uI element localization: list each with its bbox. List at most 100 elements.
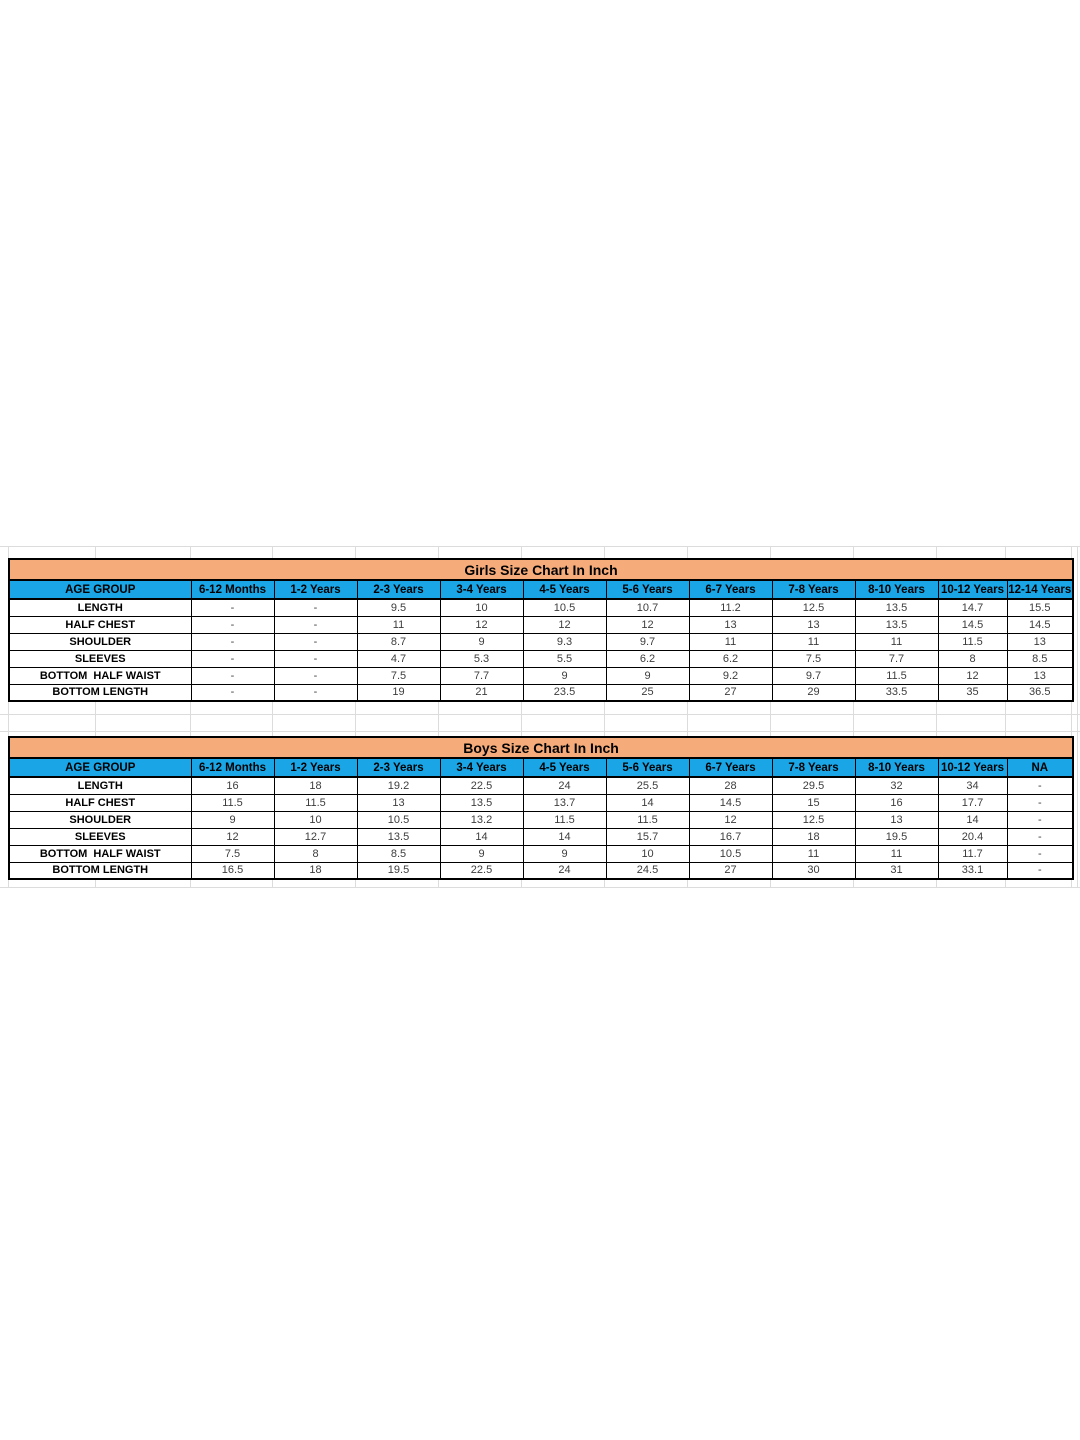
data-cell: 18 xyxy=(273,776,358,795)
data-cell: 13.2 xyxy=(439,810,524,829)
header-cell: 7-8 Years xyxy=(772,758,856,778)
data-cell: 11.5 xyxy=(854,666,939,685)
data-cell: 10 xyxy=(273,810,358,829)
table-header-row: AGE GROUP 6-12 Months 1-2 Years 2-3 Years 3-… xyxy=(9,758,1074,778)
gridline-vertical xyxy=(1005,546,1006,888)
header-cell: 6-7 Years xyxy=(689,758,773,778)
gridline-vertical xyxy=(770,546,771,888)
table-row: BOTTOM HALF WAIST 7.5 8 8.5 9 9 10 10.5 11 11 11.7… xyxy=(8,844,1074,863)
data-cell: - xyxy=(190,632,275,651)
data-cell: 5.3 xyxy=(439,649,524,668)
data-cell: 13 xyxy=(688,615,773,634)
header-cell: 2-3 Years xyxy=(357,580,441,600)
data-cell: 14 xyxy=(605,793,690,812)
data-cell: 8 xyxy=(937,649,1008,668)
data-cell: 29.5 xyxy=(771,776,856,795)
data-cell: 16.7 xyxy=(688,827,773,846)
data-cell: 5.5 xyxy=(522,649,607,668)
data-cell: - xyxy=(1006,827,1074,846)
data-cell: 14 xyxy=(439,827,524,846)
table-row: SHOULDER 9 10 10.5 13.2 11.5 11.5 12 12.5 13 14- xyxy=(8,810,1074,829)
data-cell: 12 xyxy=(688,810,773,829)
row-label: HALF CHEST xyxy=(8,615,192,634)
data-cell: 15.5 xyxy=(1006,598,1074,617)
table-row: BOTTOM LENGTH 16.5 18 19.5 22.5 24 24.5 27 30 31 3… xyxy=(8,861,1074,879)
size-chart-table: Boys Size Chart In Inch AGE GROUP 6-12 Mon… xyxy=(8,736,1075,880)
data-cell: 13 xyxy=(1006,666,1074,685)
data-cell: 35 xyxy=(937,683,1008,701)
data-cell: 7.5 xyxy=(356,666,441,685)
data-cell: 12.7 xyxy=(273,827,358,846)
data-cell: 9.2 xyxy=(688,666,773,685)
data-cell: 13.5 xyxy=(854,598,939,617)
data-cell: 7.5 xyxy=(771,649,856,668)
header-cell: 2-3 Years xyxy=(357,758,441,778)
data-cell: 11.5 xyxy=(190,793,275,812)
data-cell: 19 xyxy=(356,683,441,701)
data-cell: 32 xyxy=(854,776,939,795)
girls-size-table: Girls Size Chart In Inch AGE GROUP 6-12 Mo… xyxy=(8,558,1075,702)
data-cell: 9 xyxy=(522,666,607,685)
header-cell: 8-10 Years xyxy=(855,580,939,600)
data-cell: 12.5 xyxy=(771,810,856,829)
data-cell: 12 xyxy=(190,827,275,846)
data-cell: 14.7 xyxy=(937,598,1008,617)
table-row: BOTTOM LENGTH - -19 21 23.5 25 27 29 33.5 35 36.5 xyxy=(8,683,1074,701)
data-cell: 15 xyxy=(771,793,856,812)
data-cell: 13.5 xyxy=(854,615,939,634)
data-cell: 11.5 xyxy=(937,632,1008,651)
data-cell: 11 xyxy=(688,632,773,651)
data-cell: - xyxy=(190,649,275,668)
data-cell: 29 xyxy=(771,683,856,701)
gridline-vertical xyxy=(1077,546,1078,888)
data-cell: - xyxy=(273,666,358,685)
data-cell: 8.5 xyxy=(356,844,441,863)
header-cell: 6-12 Months xyxy=(191,580,275,600)
data-cell: 7.5 xyxy=(190,844,275,863)
data-cell: - xyxy=(273,598,358,617)
gridline-vertical xyxy=(355,546,356,888)
table-title: Girls Size Chart In Inch xyxy=(9,559,1074,581)
data-cell: 10.5 xyxy=(356,810,441,829)
header-cell: 10-12 Years xyxy=(938,580,1008,600)
data-cell: - xyxy=(273,615,358,634)
data-cell: 13 xyxy=(1006,632,1074,651)
row-label: BOTTOM HALF WAIST xyxy=(8,666,192,685)
data-cell: 9.3 xyxy=(522,632,607,651)
data-cell: 21 xyxy=(439,683,524,701)
header-cell: 10-12 Years xyxy=(938,758,1008,778)
data-cell: 18 xyxy=(771,827,856,846)
data-cell: 24.5 xyxy=(605,861,690,879)
data-cell: - xyxy=(273,632,358,651)
data-cell: 11.5 xyxy=(605,810,690,829)
data-cell: 22.5 xyxy=(439,861,524,879)
header-cell: 12-14 Years xyxy=(1007,580,1074,600)
data-cell: - xyxy=(190,683,275,701)
boys-size-table: Boys Size Chart In Inch AGE GROUP 6-12 Mon… xyxy=(8,736,1075,880)
row-label: LENGTH xyxy=(8,776,192,795)
header-cell: 6-7 Years xyxy=(689,580,773,600)
row-label: SLEEVES xyxy=(8,649,192,668)
data-cell: 13 xyxy=(356,793,441,812)
data-cell: 36.5 xyxy=(1006,683,1074,701)
data-cell: 6.2 xyxy=(688,649,773,668)
data-cell: 25.5 xyxy=(605,776,690,795)
table-row: HALF CHEST - -11 12 12 12 13 13 13.5 14.5 14.5 xyxy=(8,615,1074,634)
row-label: BOTTOM HALF WAIST xyxy=(8,844,192,863)
row-label: SHOULDER xyxy=(8,632,192,651)
data-cell: 9.7 xyxy=(771,666,856,685)
data-cell: 22.5 xyxy=(439,776,524,795)
header-cell: 1-2 Years xyxy=(274,580,358,600)
data-cell: 14 xyxy=(937,810,1008,829)
table-row: HALF CHEST 11.5 11.5 13 13.5 13.7 14 14.5 15 16 17… xyxy=(8,793,1074,812)
table-row: LENGTH - -9.5 10 10.5 10.7 11.2 12.5 13.5 14.7 15.… xyxy=(8,598,1074,617)
data-cell: 33.5 xyxy=(854,683,939,701)
data-cell: 13.5 xyxy=(439,793,524,812)
gridline-vertical xyxy=(687,546,688,888)
data-cell: 11.7 xyxy=(937,844,1008,863)
header-cell: 6-12 Months xyxy=(191,758,275,778)
header-cell: 1-2 Years xyxy=(274,758,358,778)
data-cell: 34 xyxy=(937,776,1008,795)
data-cell: 20.4 xyxy=(937,827,1008,846)
data-cell: 28 xyxy=(688,776,773,795)
